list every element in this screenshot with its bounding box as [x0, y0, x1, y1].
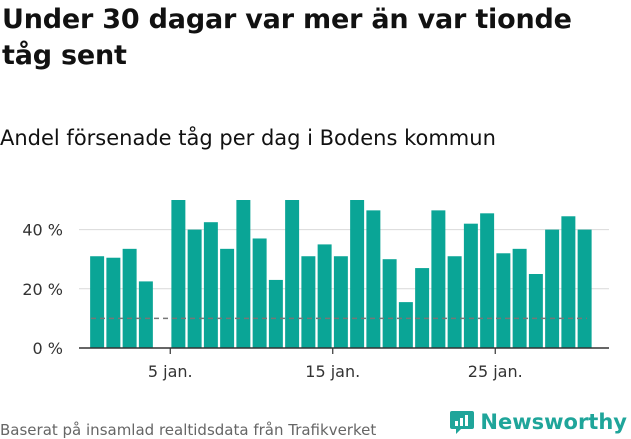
bar — [317, 244, 332, 348]
bar — [528, 274, 543, 348]
y-tick-label: 0 % — [33, 339, 63, 358]
bar — [106, 257, 121, 348]
bar — [220, 248, 235, 348]
bar — [138, 281, 153, 348]
bar — [398, 302, 413, 348]
chart-subtitle: Andel försenade tåg per dag i Bodens kom… — [0, 126, 496, 150]
bar — [447, 256, 462, 348]
y-tick-label: 20 % — [22, 280, 63, 299]
bar — [463, 223, 478, 348]
bar — [350, 200, 365, 348]
bar — [333, 256, 348, 348]
bar — [171, 200, 186, 348]
x-tick-label: 25 jan. — [468, 362, 523, 381]
bar — [415, 268, 430, 348]
x-axis: 5 jan. 15 jan. 25 jan. — [79, 347, 609, 381]
bar — [187, 229, 202, 348]
bar — [496, 253, 511, 348]
y-axis-labels: 0 % 20 % 40 % — [22, 221, 63, 358]
brand-logo: Newsworthy — [449, 408, 627, 436]
bar — [90, 256, 105, 348]
bar — [301, 256, 316, 348]
bar — [203, 222, 218, 348]
bar — [577, 229, 592, 348]
newsworthy-logo-icon — [450, 411, 475, 434]
brand-name: Newsworthy — [480, 410, 627, 434]
bar — [545, 229, 560, 348]
bar — [431, 210, 446, 348]
chart-title: Under 30 dagar var mer än var tionde tåg… — [2, 4, 572, 71]
bars — [90, 200, 592, 348]
bar — [366, 210, 381, 348]
bar — [268, 279, 283, 348]
x-tick-label: 15 jan. — [305, 362, 360, 381]
bar — [122, 248, 137, 348]
bar — [480, 213, 495, 348]
bar-chart: 0 % 20 % 40 % 5 jan. 15 jan. 25 jan. — [22, 200, 609, 381]
bar — [382, 259, 397, 348]
bar — [285, 200, 300, 348]
bar — [512, 248, 527, 348]
x-tick-label: 5 jan. — [148, 362, 193, 381]
bar — [236, 200, 251, 348]
y-tick-label: 40 % — [22, 221, 63, 240]
bar — [252, 238, 267, 348]
bar — [561, 216, 576, 348]
source-note: Baserat på insamlad realtidsdata från Tr… — [0, 421, 377, 439]
